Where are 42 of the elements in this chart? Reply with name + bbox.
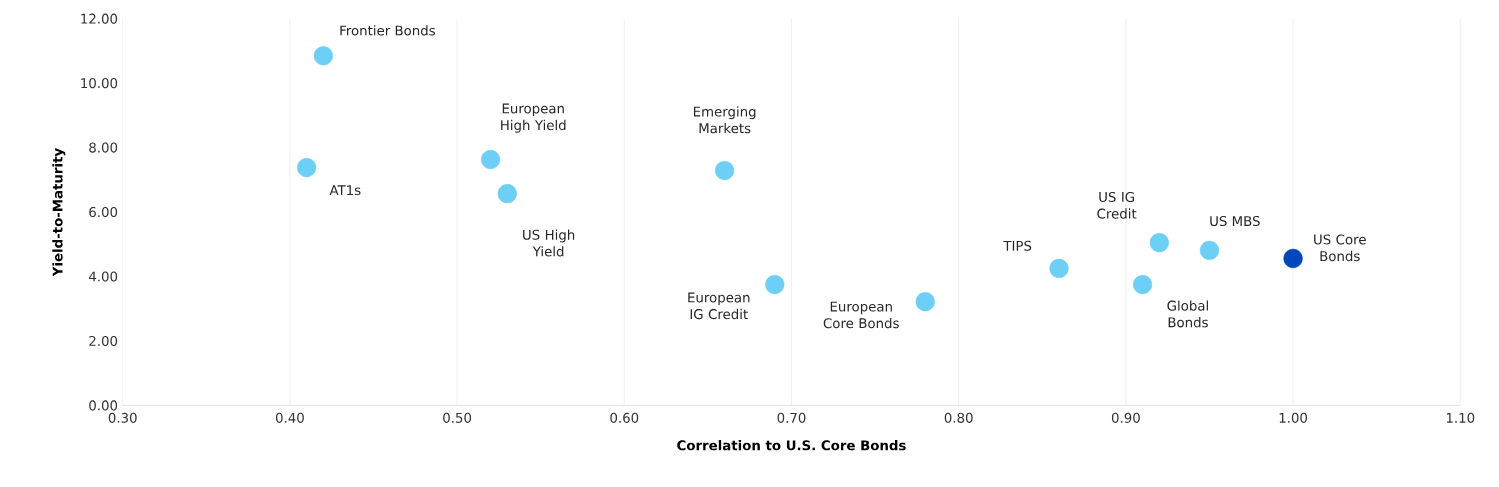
- annotation: European Core Bonds: [823, 301, 899, 329]
- point: [915, 292, 935, 312]
- annotation: US High Yield: [523, 229, 575, 257]
- x-tick-label: 1.10: [1446, 412, 1475, 423]
- x-tick-label: 0.80: [944, 412, 973, 423]
- point: [1199, 240, 1220, 261]
- x-tick-label: 0.90: [1111, 412, 1140, 423]
- annotation: AT1s: [329, 185, 361, 196]
- annotation: Frontier Bonds: [340, 25, 435, 36]
- y-tick-label: 0.00: [89, 400, 118, 411]
- y-tick-label: 4.00: [88, 271, 118, 282]
- y-tick-label: 8.00: [89, 142, 118, 153]
- annotation: US MBS: [1210, 216, 1260, 227]
- x-tick-label: 0.60: [610, 412, 639, 423]
- y-tick-label: 10.00: [81, 78, 118, 89]
- y-tick-label: 6.00: [89, 207, 118, 218]
- x-tick-label: 0.50: [443, 412, 472, 423]
- annotation: US Core Bonds: [1314, 234, 1366, 262]
- annotation: Emerging Markets: [693, 106, 756, 134]
- annotation: US IG Credit: [1097, 192, 1137, 219]
- point: [715, 160, 735, 181]
- point: [1132, 275, 1153, 295]
- annotation: European High Yield: [501, 103, 566, 133]
- y-tick-label: 12.00: [81, 13, 118, 24]
- point: [1149, 233, 1169, 253]
- annotation: TIPS: [1003, 240, 1032, 251]
- point: [1049, 258, 1069, 279]
- point: [765, 275, 785, 295]
- x-tick-label: 1.00: [1279, 412, 1308, 423]
- x-tick-label: 0.70: [777, 412, 806, 423]
- point: [497, 184, 517, 204]
- x-tick-label: 0.30: [108, 412, 137, 423]
- x-tick-label: 0.40: [275, 412, 304, 423]
- y-tick-label: 2.00: [89, 336, 118, 347]
- point: [1283, 248, 1303, 269]
- point: [297, 158, 317, 178]
- y-axis-title: Yield-to-Maturity: [52, 148, 66, 277]
- point: [313, 46, 333, 66]
- x-axis-title: Correlation to U.S. Core Bonds: [677, 440, 906, 451]
- annotation: European IG Credit: [688, 292, 750, 320]
- point: [480, 150, 501, 170]
- annotation: Global Bonds: [1167, 300, 1208, 328]
